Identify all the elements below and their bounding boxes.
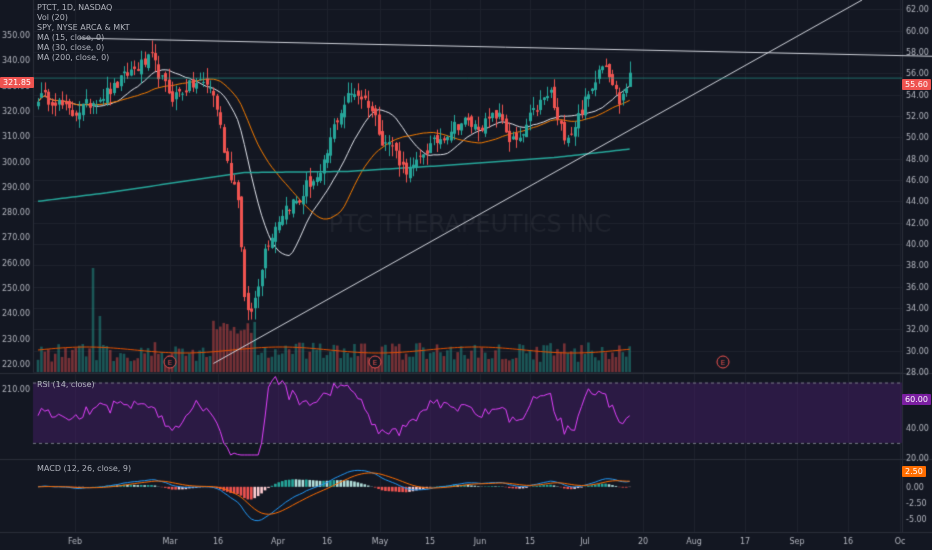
volume-legend: Vol (20) [37,13,68,22]
ma30-legend: MA (30, close, 0) [37,43,105,52]
rsi-value-tag: 60.00 [902,394,931,405]
macd-value-tag: 2.50 [902,466,926,477]
ma15-legend: MA (15, close, 0) [37,33,105,42]
macd-legend: MACD (12, 26, close, 9) [37,464,132,473]
left-price-tag: 321.85 [0,77,34,88]
chart-legend: PTCT, 1D, NASDAQ Vol (20) SPY, NYSE ARCA… [37,3,130,63]
rsi-legend: RSI (14, close) [37,380,95,389]
symbol-legend: PTCT, 1D, NASDAQ [37,3,113,12]
compare-legend: SPY, NYSE ARCA & MKT [37,23,130,32]
ma200-legend: MA (200, close, 0) [37,53,110,62]
right-price-tag: 55.60 [902,79,931,90]
